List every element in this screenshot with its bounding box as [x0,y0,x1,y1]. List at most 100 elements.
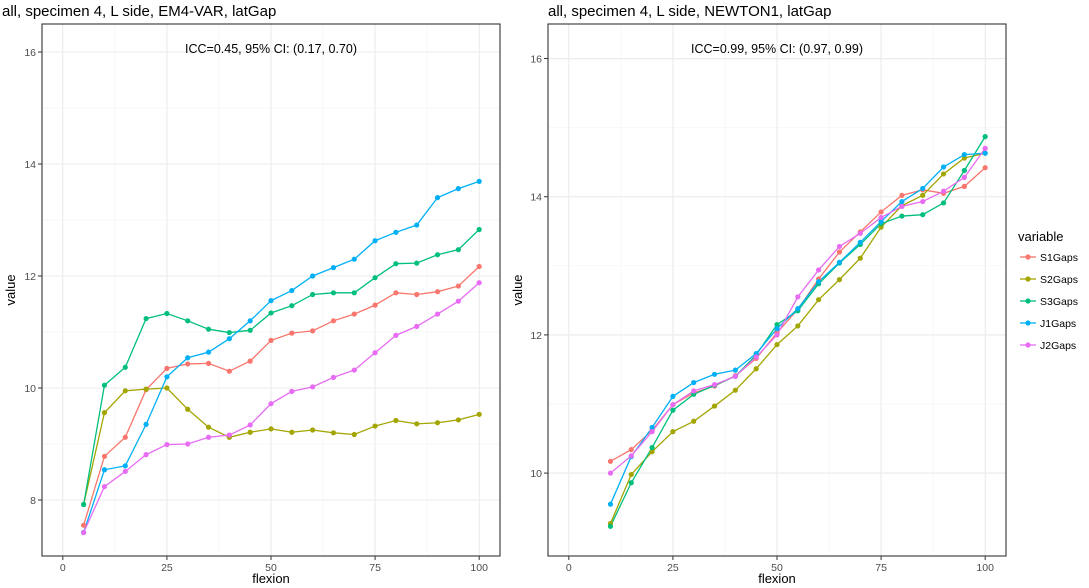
right-data-point-J1Gaps [670,393,676,399]
left-data-point-S1Gaps [122,434,128,440]
legend-label: S1Gaps [1040,252,1078,264]
left-y-axis-label: value [3,274,18,305]
right-data-point-J2Gaps [899,203,905,209]
right-data-point-S3Gaps [628,480,634,486]
right-data-point-J1Gaps [920,185,926,192]
left-data-point-S2Gaps [289,429,295,435]
right-x-tick-label: 75 [875,562,887,574]
left-series-line-J1Gaps [83,180,480,533]
left-data-point-S2Gaps [247,429,253,435]
right-data-point-J2Gaps [649,429,655,435]
left-data-point-S2Gaps [372,423,378,429]
left-data-point-S2Gaps [434,420,441,426]
right-data-point-S3Gaps [920,212,926,218]
right-series-line-S2Gaps [609,152,986,524]
left-series-line-S3Gaps [82,229,480,505]
left-data-point-S1Gaps [226,368,232,374]
left-data-point-S3Gaps [164,310,170,317]
left-data-point-J1Gaps [393,229,399,235]
left-data-point-J1Gaps [268,298,274,304]
left-data-point-J2Gaps [101,483,108,490]
right-data-point-S3Gaps [774,321,780,328]
left-data-point-S3Gaps [247,327,253,333]
left-data-point-J1Gaps [247,318,253,324]
right-data-point-J1Gaps [607,501,614,507]
right-data-point-S2Gaps [774,341,780,348]
left-data-point-S3Gaps [351,290,357,296]
left-data-point-J2Gaps [476,280,482,286]
right-data-point-S2Gaps [795,323,801,329]
right-data-point-J2Gaps [816,267,822,273]
right-x-axis-label: flexion [758,571,796,586]
left-x-axis-label: flexion [252,571,290,586]
left-data-point-J1Gaps [476,178,482,184]
left-data-point-S3Gaps [101,382,108,388]
right-y-axis-label: value [510,274,525,305]
left-y-tick-label: 10 [24,383,36,395]
left-data-point-S1Gaps [81,522,87,528]
left-data-point-J1Gaps [372,238,378,244]
left-y-tick-label: 8 [30,495,36,507]
left-data-point-S1Gaps [164,365,170,371]
left-data-point-J1Gaps [143,421,149,427]
left-data-point-S1Gaps [185,361,191,367]
left-icc-annotation: ICC=0.45, 95% CI: (0.17, 0.70) [185,42,357,56]
right-data-point-J2Gaps [732,373,738,379]
left-data-point-S2Gaps [455,417,461,423]
right-data-point-J1Gaps [691,379,697,386]
left-data-point-S1Gaps [455,283,461,289]
left-x-tick-label: 100 [470,562,488,574]
left-data-point-S1Gaps [414,291,420,298]
right-data-point-S2Gaps [628,471,634,478]
right-chart-title: all, specimen 4, L side, NEWTON1, latGap [548,3,831,20]
left-data-point-S2Gaps [476,411,482,417]
left-data-point-J2Gaps [310,384,316,390]
left-data-point-S3Gaps [268,310,274,316]
left-y-tick-label: 16 [24,47,36,59]
legend-key-point [1025,254,1031,260]
right-data-point-J1Gaps [795,306,801,312]
left-chart-title: all, specimen 4, L side, EM4-VAR, latGap [2,3,276,20]
right-data-point-J2Gaps [753,354,759,360]
right-chart-panel: 0 25 50 75 100 10 12 14 16 flexion value ICC=0.99, … [510,23,1007,586]
right-data-point-S2Gaps [836,277,843,283]
right-data-point-S1Gaps [836,249,843,255]
right-x-tick-label: 100 [976,562,994,574]
left-data-point-S1Gaps [476,263,482,270]
right-data-point-S1Gaps [878,209,884,215]
right-data-point-J2Gaps [940,188,947,194]
legend: variable S1Gaps S2Gaps S3Gaps J1Gaps J2Gaps [1018,229,1078,352]
left-data-point-S2Gaps [268,426,274,432]
right-y-tick-label: 14 [530,192,542,204]
left-data-point-S3Gaps [434,252,441,258]
left-data-point-S2Gaps [414,421,420,427]
right-data-point-J2Gaps [982,145,988,151]
right-data-point-S2Gaps [691,418,697,424]
left-data-point-J2Gaps [122,468,128,475]
left-y-tick-label: 12 [24,271,36,283]
left-chart-panel: 0 25 50 75 100 8 10 12 14 16 flexion value ICC=0.45,… [3,23,501,586]
left-data-point-S2Gaps [101,410,108,416]
right-data-point-J1Gaps [649,424,655,431]
left-data-point-J2Gaps [164,441,170,448]
left-data-point-S3Gaps [226,329,232,336]
left-data-point-J2Gaps [455,298,461,304]
right-y-tick-label: 16 [530,54,542,66]
left-data-point-J2Gaps [268,401,274,407]
legend-key-point [1025,298,1031,304]
left-data-point-S1Gaps [310,328,316,334]
left-data-point-S2Gaps [330,430,337,436]
right-data-point-S1Gaps [628,447,634,453]
right-series-line-S3Gaps [609,136,986,527]
right-x-tick-label: 50 [771,562,783,574]
right-data-point-S3Gaps [940,200,947,206]
left-data-point-J2Gaps [434,311,441,317]
left-data-point-S1Gaps [268,337,274,343]
right-x-tick-label: 0 [566,562,572,574]
left-series-line-J2Gaps [83,282,480,533]
left-data-point-S3Gaps [310,291,316,298]
left-data-point-S1Gaps [205,360,212,366]
left-data-point-S2Gaps [143,386,149,392]
right-data-point-J2Gaps [920,198,926,205]
